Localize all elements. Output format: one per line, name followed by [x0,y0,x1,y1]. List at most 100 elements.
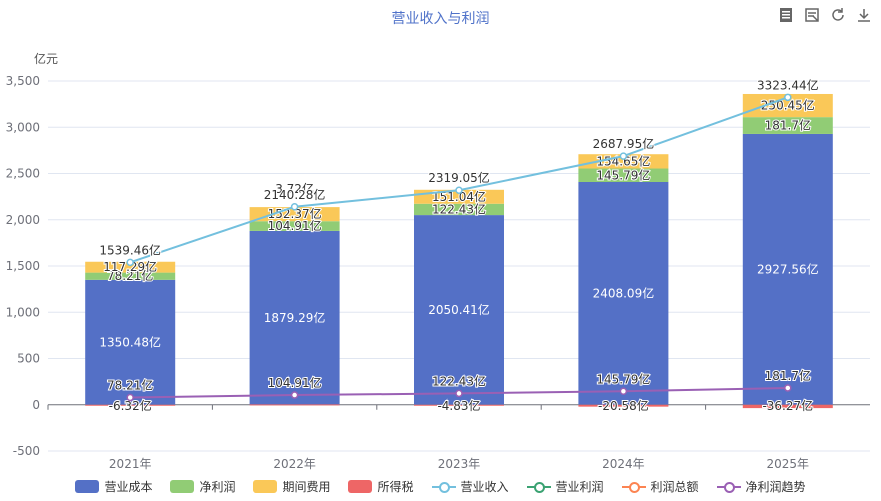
legend-item[interactable]: 营业利润 [526,478,604,495]
chart-toolbar [777,6,873,24]
line-point [784,384,792,392]
legend-label: 净利润 [199,480,236,494]
legend-item[interactable]: 净利润趋势 [716,478,806,495]
line-label: 145.79亿 [596,371,650,386]
y-tick-label: 2,500 [6,167,40,181]
tax-bar [578,404,669,407]
x-tick-label: 2023年 [438,457,481,471]
bar-1 [414,203,504,216]
legend-swatch [621,480,646,494]
tax-label: -36.27亿 [762,398,813,413]
legend-swatch [431,480,456,494]
bar-label: 2408.09亿 [593,285,655,300]
line-label: 122.43亿 [432,373,486,388]
bar-1 [742,117,833,134]
bar-0 [249,230,340,405]
x-tick-label: 2021年 [109,457,152,471]
data-view-icon[interactable] [777,6,795,24]
restore-icon[interactable] [829,6,847,24]
y-tick-label: 3,500 [6,74,40,88]
bar-2 [249,207,340,222]
bar-label: 2927.56亿 [757,261,819,276]
y-tick-label: 500 [17,352,40,366]
line-label: 78.21亿 [107,378,153,393]
legend-item[interactable]: 净利润 [170,478,235,495]
line-label: 2319.05亿 [428,170,490,185]
line-label: 2687.95亿 [593,136,655,151]
bar-label: 117.29亿 [103,259,157,274]
x-tick-label: 2025年 [767,457,810,471]
legend-swatch [526,480,551,494]
legend-label: 期间费用 [282,480,331,494]
bar-0 [742,133,833,405]
bar-0 [414,215,504,405]
bar-label: 122.43亿 [432,201,486,216]
legend-item[interactable]: 营业成本 [75,478,152,495]
line-label: 181.7亿 [765,368,811,383]
bar-2 [85,261,176,273]
legend-label: 利润总额 [650,480,699,494]
legend-swatch [348,480,373,493]
tax-label: -20.58亿 [598,398,649,413]
bar-label: 154.65亿 [596,153,650,168]
bar-2 [578,154,669,169]
legend-label: 营业利润 [555,480,604,494]
legend-item[interactable]: 营业收入 [431,478,509,495]
line-point [619,387,628,396]
legend-swatch [170,480,195,493]
tax-bar [414,404,504,406]
tax-label: 3.72亿 [275,181,314,196]
bar-label: 1350.48亿 [99,334,161,349]
y-tick-label: -500 [13,444,40,458]
bar-label: 145.79亿 [596,167,650,182]
bar-1 [85,272,176,280]
line-point [455,389,463,398]
bar-1 [578,168,669,183]
y-tick-label: 0 [32,398,40,412]
bar-1 [249,221,340,231]
line-point [126,393,134,402]
y-tick-label: 1,000 [6,305,40,319]
bar-label: 152.37亿 [268,206,322,221]
line-point [455,186,463,194]
legend-item[interactable]: 利润总额 [621,478,699,495]
tax-bar [85,404,176,406]
legend-label: 营业收入 [460,480,509,494]
legend-swatch [75,480,100,493]
tax-label: -6.32亿 [109,398,152,413]
chart-title: 营业收入与利润 [391,11,490,27]
line-label: 2140.28亿 [264,187,326,202]
line-point [290,391,299,399]
tax-bar [249,404,340,406]
tax-label: -4.83亿 [437,398,480,413]
legend-item[interactable]: 期间费用 [253,478,330,495]
chart-legend: 营业成本 净利润 期间费用 所得税 营业收入 营业利润 利润总额 净利润趋势 [0,478,881,495]
bar-label: 1879.29亿 [264,310,326,325]
legend-label: 营业成本 [104,480,153,494]
y-tick-label: 2,000 [6,213,40,227]
y-axis-unit: 亿元 [34,52,59,66]
legend-label: 净利润趋势 [745,480,806,494]
legend-item[interactable]: 所得税 [348,478,414,495]
bar-label: 78.21亿 [107,268,153,283]
legend-swatch [716,480,741,494]
bar-0 [85,279,176,405]
bar-label: 104.91亿 [268,218,322,233]
line-point [126,258,134,267]
line-point [619,152,628,160]
bar-label: 2050.41亿 [428,302,490,317]
legend-swatch [253,480,278,493]
tax-bar [742,404,833,409]
bar-2 [742,93,833,118]
line-point [784,93,792,102]
line-label: 3323.44亿 [757,77,819,92]
bar-0 [578,182,669,405]
download-icon[interactable] [855,6,873,24]
x-tick-label: 2022年 [273,457,316,471]
y-tick-label: 3,000 [6,120,40,134]
legend-label: 所得税 [377,480,414,494]
table-view-icon[interactable] [803,6,821,24]
x-tick-label: 2024年 [602,457,645,471]
y-tick-label: 1,500 [6,259,40,273]
